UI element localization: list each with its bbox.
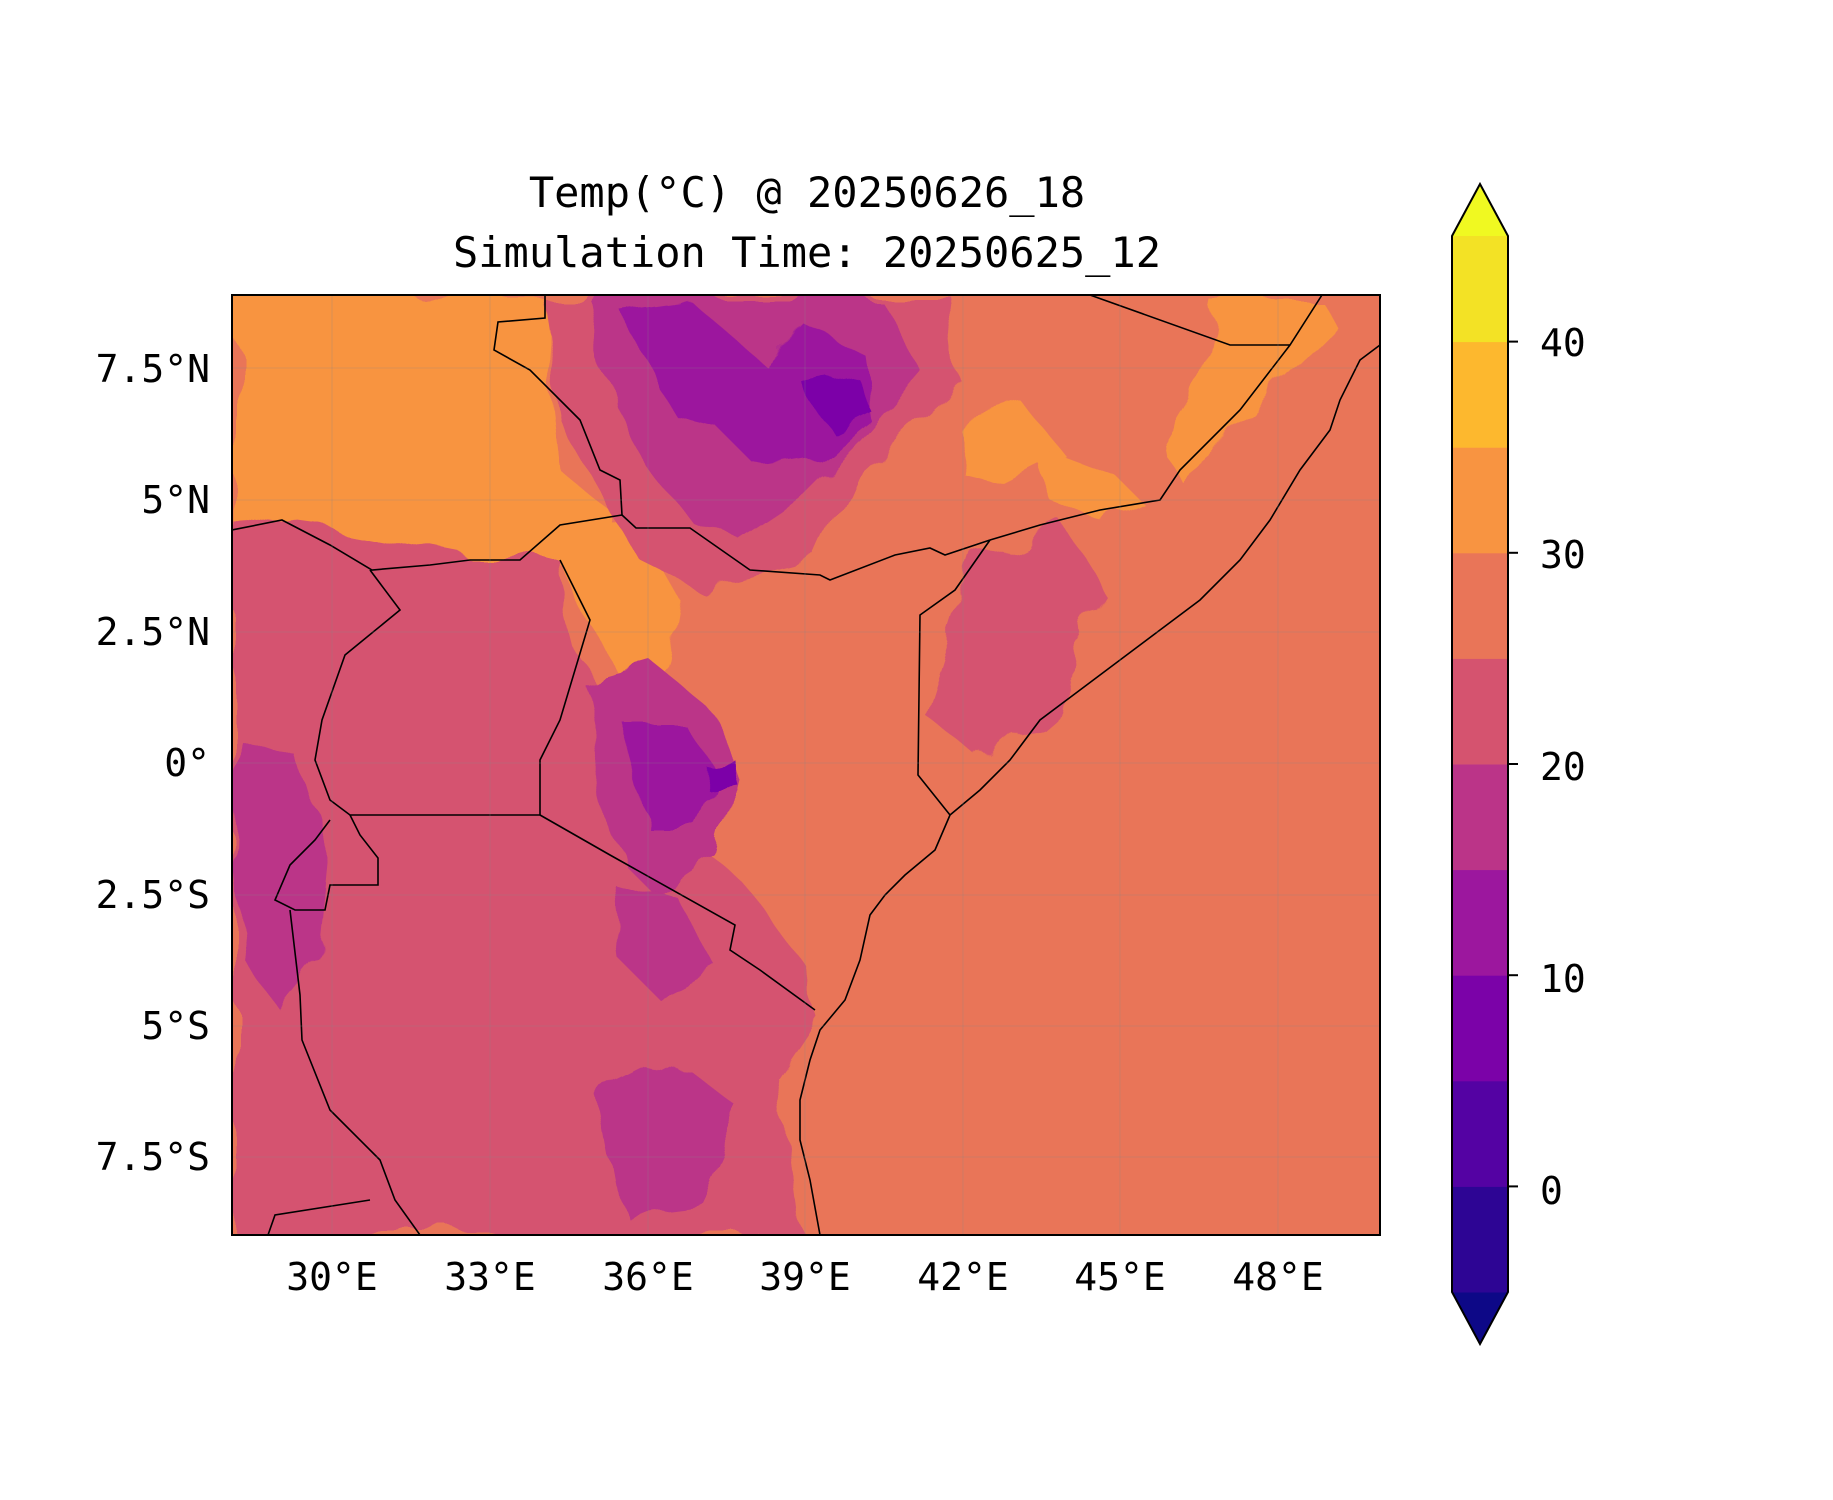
colorbar-band (1452, 764, 1508, 871)
lat-label: 5°N (141, 478, 210, 522)
lat-label: 7.5°S (96, 1135, 210, 1179)
map-frame (231, 294, 1381, 1236)
lon-label: 39°E (759, 1255, 851, 1299)
colorbar-band (1452, 869, 1508, 976)
contour-hot-ogaden (950, 400, 1060, 480)
lon-label: 42°E (917, 1255, 1009, 1299)
lon-axis: 30°E 33°E 36°E 39°E 42°E 45°E 48°E (286, 1255, 1324, 1299)
lat-label: 2.5°S (96, 873, 210, 917)
colorbar-band (1452, 975, 1508, 1082)
border-sudan-ethiopia (493, 295, 623, 516)
colorbar-band (1452, 552, 1508, 659)
colorbar-tick-label: 20 (1540, 745, 1586, 789)
contour-cold-kenya (620, 720, 720, 830)
temperature-contours (232, 295, 1340, 1235)
colorbar-tick-label: 30 (1540, 533, 1586, 577)
contour-hot-sudan (232, 295, 620, 575)
border-drc-tanzania (289, 909, 421, 1235)
colorbar-band (1452, 1080, 1508, 1187)
coastline (799, 344, 1380, 1235)
colorbar-band (1452, 236, 1508, 343)
colorbar-outline (1451, 181, 1509, 1347)
contour-hot-northeast (1160, 300, 1340, 480)
lat-label: 7.5°N (96, 347, 210, 391)
lon-label: 36°E (602, 1255, 694, 1299)
colorbar-band (1452, 1186, 1508, 1293)
contour-warm-east (930, 520, 1110, 760)
map-title-line-1: Temp(°C) @ 20250626_18 (528, 168, 1086, 217)
border-zambia (267, 1199, 371, 1235)
colorbar (1451, 181, 1518, 1347)
border-kenya-tanzania (539, 814, 816, 1011)
border-south-sudan-ethiopia (232, 514, 623, 571)
colorbar-band (1452, 658, 1508, 765)
colorbar-tick-label: 10 (1540, 957, 1586, 1001)
border-ethiopia-kenya (621, 514, 991, 581)
colorbar-tick-label: 0 (1540, 1169, 1563, 1213)
colorbar-band (1452, 341, 1508, 448)
lon-label: 48°E (1232, 1255, 1324, 1299)
border-ethiopia-somalia (989, 295, 1323, 541)
lat-axis: 7.5°N 5°N 2.5°N 0° 2.5°S 5°S 7.5°S (96, 347, 210, 1179)
country-borders (232, 295, 1380, 1235)
lat-label: 2.5°N (96, 610, 210, 654)
contour-cool-southhigh (600, 1060, 740, 1210)
lat-label: 5°S (141, 1004, 210, 1048)
colorbar-tick-label: 40 (1540, 321, 1586, 365)
border-kenya-somalia (917, 539, 991, 816)
contour-cool-kilimanjaro (610, 880, 720, 1000)
colorbar-extend-min (1452, 1292, 1508, 1344)
lon-label: 30°E (286, 1255, 378, 1299)
lat-label: 0° (164, 741, 210, 785)
border-rwanda-burundi (273, 814, 379, 911)
colorbar-extend-max (1452, 184, 1508, 236)
contour-coldest-kenya (700, 755, 738, 790)
map-title-line-2: Simulation Time: 20250625_12 (452, 228, 1161, 277)
map-gridlines (232, 295, 1380, 1235)
temperature-map (232, 295, 1380, 1235)
contour-coldest-ethiopia (800, 370, 870, 430)
contour-cool-rift-west (235, 740, 330, 1010)
lon-label: 33°E (444, 1255, 536, 1299)
colorbar-band (1452, 447, 1508, 554)
contour-cold-ethiopia (630, 310, 870, 470)
lon-label: 45°E (1074, 1255, 1166, 1299)
contour-hot-east (1030, 440, 1140, 520)
border-djibouti (1089, 295, 1290, 346)
colorbar-ticks: 0 10 20 30 40 (1540, 321, 1586, 1213)
contour-warm-westland (232, 520, 820, 1235)
